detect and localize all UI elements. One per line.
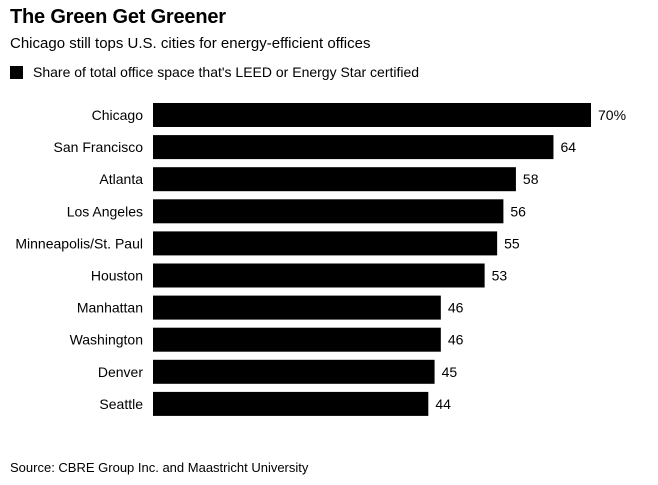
legend-swatch [10,65,23,79]
value-label: 46 [448,300,464,316]
chart-title: The Green Get Greener [10,6,226,28]
value-label: 70% [598,107,626,123]
source-note: Source: CBRE Group Inc. and Maastricht U… [10,460,309,475]
value-label: 55 [504,235,520,251]
value-label: 53 [492,268,508,284]
bar [153,167,516,192]
bar [153,391,429,416]
bar [153,327,441,352]
category-label: Atlanta [99,171,143,187]
category-label: Houston [91,268,143,284]
bar-chart: Chicago 70% San Francisco 64 Atlanta 58 Los An… [15,103,626,416]
category-label: Chicago [92,107,144,123]
value-label: 64 [560,139,576,155]
value-label: 58 [523,171,539,187]
value-label: 44 [435,396,451,412]
category-label: Los Angeles [67,203,143,219]
bar [153,359,435,384]
bar [153,103,591,127]
bar [153,231,498,256]
bar [153,135,554,160]
value-label: 56 [510,203,526,219]
category-label: San Francisco [54,139,144,155]
bar [153,199,504,224]
value-label: 46 [448,332,464,348]
legend-label: Share of total office space that's LEED … [33,64,420,80]
bar [153,295,441,320]
legend: Share of total office space that's LEED … [10,64,419,80]
category-label: Washington [70,332,143,348]
chart-subtitle: Chicago still tops U.S. cities for energ… [10,35,371,52]
category-label: Seattle [99,396,143,412]
bar [153,263,485,288]
category-label: Manhattan [77,300,143,316]
category-label: Minneapolis/St. Paul [15,235,143,251]
value-label: 45 [442,364,458,380]
category-label: Denver [98,364,143,380]
